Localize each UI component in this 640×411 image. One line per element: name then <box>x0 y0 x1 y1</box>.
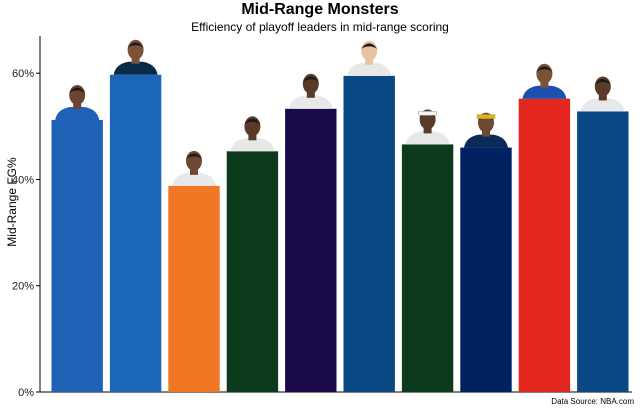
bar <box>51 119 103 392</box>
player-headshot-image <box>522 63 567 99</box>
player-headshot-image <box>347 40 392 76</box>
bar <box>109 74 162 393</box>
bar <box>343 75 395 393</box>
player-headshot-image <box>288 73 333 109</box>
bar <box>460 147 512 392</box>
player-headshot-image <box>55 84 100 120</box>
bar <box>401 144 454 392</box>
bar <box>285 108 337 392</box>
player-headshot-image <box>580 76 625 112</box>
player-headshot-image <box>172 150 216 186</box>
y-tick-label: 0% <box>18 387 34 399</box>
chart-subtitle: Efficiency of playoff leaders in mid-ran… <box>191 20 449 34</box>
player-headshot-image <box>113 39 158 75</box>
player-headshot-image <box>405 109 450 145</box>
chart-title: Mid-Range Monsters <box>241 1 399 18</box>
y-tick-label: 20% <box>12 281 34 293</box>
y-tick-label: 40% <box>12 174 34 186</box>
bar <box>577 111 629 392</box>
bar <box>518 98 571 392</box>
y-tick-label: 60% <box>12 68 34 80</box>
player-headshot-image <box>464 112 508 148</box>
data-source-note: Data Source: NBA.com <box>551 397 634 406</box>
bar <box>168 185 220 392</box>
player-headshot-image <box>230 116 275 152</box>
bar <box>226 151 279 392</box>
